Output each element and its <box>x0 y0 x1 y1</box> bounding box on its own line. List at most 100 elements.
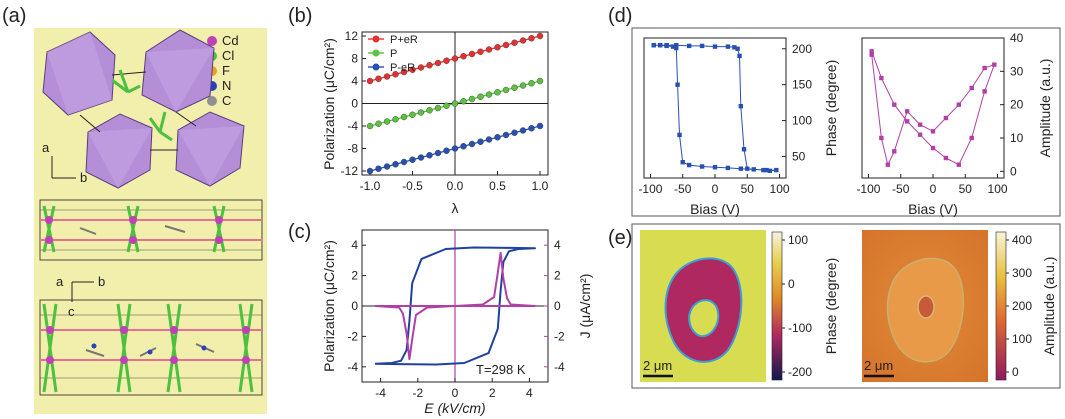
data-point-phase <box>680 160 685 165</box>
panel-d-border <box>631 27 1061 217</box>
y-tick-label: 4 <box>351 74 358 88</box>
octahedron-face <box>47 32 112 115</box>
phase-domain-inner <box>688 299 720 338</box>
data-point-amplitude <box>930 145 936 151</box>
x-tick-label: 1.0 <box>532 179 549 193</box>
data-point-P+eR <box>434 59 442 67</box>
axis-b-top: b <box>80 170 87 185</box>
y-right-tick-label: 0 <box>554 299 561 313</box>
x-tick-label: -2 <box>412 386 423 400</box>
data-point-P+eR <box>400 68 408 76</box>
data-point-P+eR <box>451 55 459 62</box>
data-point-P+eR <box>528 35 535 42</box>
data-point-amplitude <box>969 135 974 141</box>
data-point-P <box>519 82 527 89</box>
panel-e-border <box>631 223 1061 389</box>
data-point-P+eR <box>383 73 391 80</box>
data-point-P+eR <box>519 37 527 44</box>
data-point-phase <box>651 42 656 48</box>
data-point-P <box>528 80 535 87</box>
data-point-amplitude <box>943 155 949 161</box>
data-point-phase <box>686 43 692 49</box>
y-tick-label: 10 <box>1010 131 1024 145</box>
data-point-P+eR <box>485 46 493 53</box>
data-point-phase <box>732 45 737 50</box>
data-point-amplitude <box>992 62 997 67</box>
x-tick-label: 50 <box>741 182 755 196</box>
x-tick-label: 0.0 <box>447 179 464 193</box>
series-curve-current-density <box>374 251 536 361</box>
data-point-P <box>494 89 501 96</box>
panel-label-e: (e) <box>608 227 632 249</box>
data-point-P+eR <box>417 64 425 71</box>
legend-label-P-eR: P-eR <box>390 62 415 74</box>
data-point-P-eR <box>366 167 374 175</box>
data-point-P <box>460 98 467 105</box>
y-tick-label: 30 <box>1010 64 1024 78</box>
data-point-phase <box>712 44 718 49</box>
data-point-phase <box>761 167 766 173</box>
y-tick-label: 150 <box>792 78 812 92</box>
amplitude-domain-inner <box>917 295 935 319</box>
y-tick-label: 8 <box>351 52 358 66</box>
x-tick-label: 0 <box>712 182 719 196</box>
data-point-P+eR <box>409 66 416 73</box>
data-point-P-eR <box>468 140 476 148</box>
data-point-phase <box>674 42 679 48</box>
panel-b: (b) -1.0 -0.5 0.0 0.5 1.0 -12 -8 -4 0 4 8 12 P+eR P P-… <box>288 5 549 216</box>
x-tick-label: 2 <box>489 386 496 400</box>
chart-b: -1.0 -0.5 0.0 0.5 1.0 -12 -8 -4 0 4 8 12 P+eR P P-eR <box>341 29 549 193</box>
data-point-P-eR <box>502 131 510 139</box>
data-point-P+eR <box>477 48 484 55</box>
y-tick-label: 40 <box>1010 31 1024 45</box>
octahedron-face <box>146 48 214 112</box>
data-point-phase <box>737 53 742 59</box>
y-tick-label: 50 <box>792 149 806 163</box>
data-point-P-eR <box>511 129 518 136</box>
legend-atom-cl-label: Cl <box>222 48 234 63</box>
data-point-P-eR <box>460 143 467 150</box>
data-point-P <box>443 102 450 109</box>
data-point-P <box>477 93 484 100</box>
data-point-phase <box>675 82 680 87</box>
phase-colorbar-tick-label: -200 <box>788 365 812 379</box>
y-left-tick-label: 0 <box>351 299 358 313</box>
amplitude-colorbar-tick-label: 0 <box>1012 365 1019 379</box>
x-tick-label: -1.0 <box>360 179 381 193</box>
ylabel-b: Polarization (μC/cm²) <box>321 38 337 170</box>
xlabel-d-phase: Bias (V) <box>690 201 740 217</box>
legend-atom-cd-marker <box>207 36 217 46</box>
amplitude-colorbar-tick-label: 100 <box>1012 332 1032 346</box>
plot-frame-d-amplitude <box>861 37 1005 179</box>
data-point-P-eR <box>528 125 535 132</box>
scale-bar-left-label: 2 μm <box>643 358 672 373</box>
axis-b-bottom: b <box>98 274 105 289</box>
xlabel-d-amplitude: Bias (V) <box>908 201 958 217</box>
data-point-amplitude <box>879 75 884 81</box>
data-point-P-eR <box>426 152 433 159</box>
x-tick-label: -100 <box>856 182 880 196</box>
x-tick-label: 4 <box>526 386 533 400</box>
data-point-P <box>485 91 493 98</box>
phase-colorbar-ticks: 100 0 -100 -200 <box>782 233 812 379</box>
data-point-P <box>417 109 425 116</box>
data-point-P <box>409 111 416 118</box>
data-point-P-eR <box>375 165 382 172</box>
data-point-P-eR <box>400 158 408 166</box>
y-left-tick-label: -2 <box>347 329 358 343</box>
y-tick-label: -4 <box>347 119 358 133</box>
data-point-P+eR <box>468 50 476 58</box>
y-right-tick-label: -4 <box>554 360 565 374</box>
data-point-phase <box>677 132 682 138</box>
data-point-P-eR <box>485 136 493 143</box>
data-point-amplitude <box>879 135 884 141</box>
legend-marker-P <box>372 49 380 57</box>
plot-frame-d-phase <box>643 37 787 179</box>
y-tick-label: 12 <box>345 29 359 43</box>
layer-structure-bottom <box>39 299 263 396</box>
x-tick-label: -50 <box>892 182 910 196</box>
data-point-P <box>426 107 433 114</box>
data-point-P <box>536 77 544 85</box>
x-tick-label: 0 <box>452 386 459 400</box>
